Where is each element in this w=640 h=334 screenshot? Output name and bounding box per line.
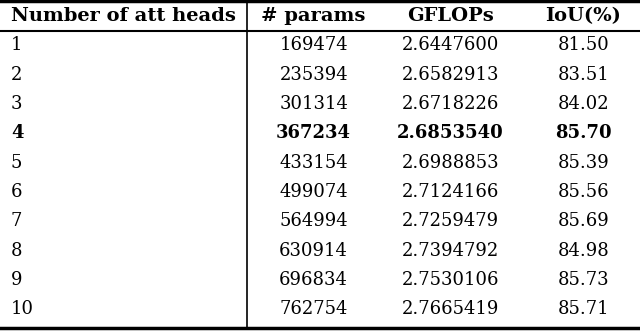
- Text: 85.56: 85.56: [557, 183, 609, 201]
- Text: 8: 8: [11, 241, 22, 260]
- Text: GFLOPs: GFLOPs: [407, 7, 494, 25]
- Text: 3: 3: [11, 95, 22, 113]
- Text: 367234: 367234: [276, 124, 351, 142]
- Text: 85.70: 85.70: [556, 124, 612, 142]
- Text: 2.6582913: 2.6582913: [402, 66, 499, 84]
- Text: 6: 6: [11, 183, 22, 201]
- Text: 433154: 433154: [279, 154, 348, 172]
- Text: 83.51: 83.51: [557, 66, 609, 84]
- Text: 1: 1: [11, 36, 22, 54]
- Text: 4: 4: [11, 124, 24, 142]
- Text: 2.7530106: 2.7530106: [402, 271, 499, 289]
- Text: 2.6988853: 2.6988853: [402, 154, 499, 172]
- Text: 5: 5: [11, 154, 22, 172]
- Text: # params: # params: [262, 7, 366, 25]
- Text: IoU(%): IoU(%): [546, 7, 621, 25]
- Text: 81.50: 81.50: [557, 36, 609, 54]
- Text: 7: 7: [11, 212, 22, 230]
- Text: 85.39: 85.39: [557, 154, 609, 172]
- Text: 9: 9: [11, 271, 22, 289]
- Text: 564994: 564994: [279, 212, 348, 230]
- Text: 2.6447600: 2.6447600: [402, 36, 499, 54]
- Text: 2.6853540: 2.6853540: [397, 124, 504, 142]
- Text: Number of att heads: Number of att heads: [11, 7, 236, 25]
- Text: 85.71: 85.71: [557, 300, 609, 318]
- Text: 2.6718226: 2.6718226: [402, 95, 499, 113]
- Text: 85.69: 85.69: [557, 212, 609, 230]
- Text: 10: 10: [11, 300, 34, 318]
- Text: 762754: 762754: [280, 300, 348, 318]
- Text: 2.7259479: 2.7259479: [402, 212, 499, 230]
- Text: 2.7394792: 2.7394792: [402, 241, 499, 260]
- Text: 2: 2: [11, 66, 22, 84]
- Text: 2.7665419: 2.7665419: [402, 300, 499, 318]
- Text: 499074: 499074: [279, 183, 348, 201]
- Text: 696834: 696834: [279, 271, 348, 289]
- Text: 2.7124166: 2.7124166: [402, 183, 499, 201]
- Text: 85.73: 85.73: [557, 271, 609, 289]
- Text: 84.02: 84.02: [557, 95, 609, 113]
- Text: 235394: 235394: [279, 66, 348, 84]
- Text: 630914: 630914: [279, 241, 348, 260]
- Text: 301314: 301314: [279, 95, 348, 113]
- Text: 84.98: 84.98: [557, 241, 609, 260]
- Text: 169474: 169474: [279, 36, 348, 54]
